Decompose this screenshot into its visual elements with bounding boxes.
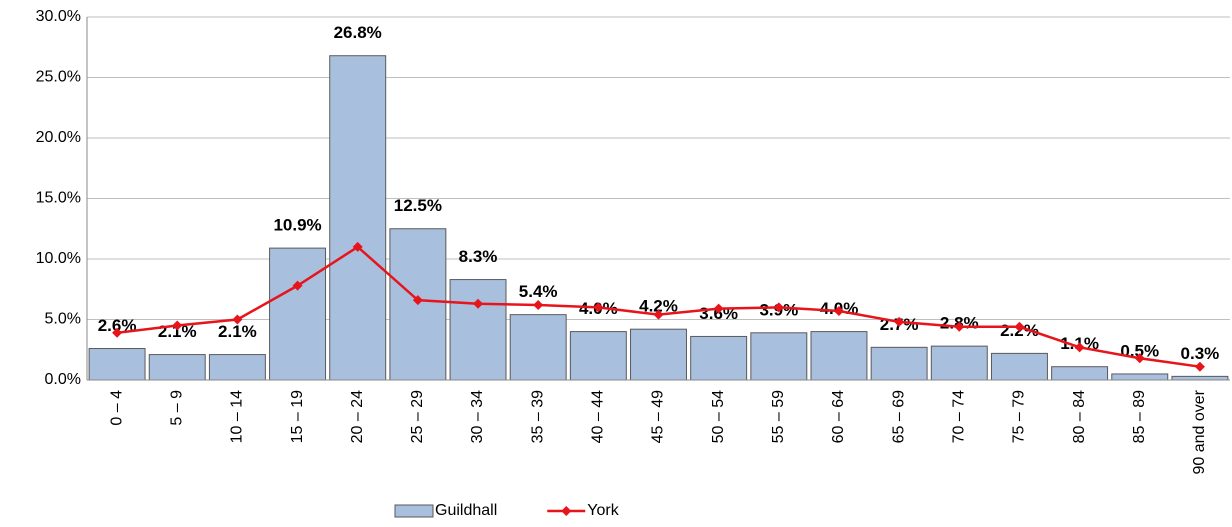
x-tick-label: 30 – 34 bbox=[469, 390, 486, 443]
bar bbox=[88, 348, 146, 381]
x-tick-label: 45 – 49 bbox=[650, 390, 667, 443]
marker bbox=[954, 321, 965, 332]
marker bbox=[1134, 353, 1145, 364]
y-tick-label: 30.0% bbox=[36, 8, 81, 25]
x-tick-label: 85 – 89 bbox=[1131, 390, 1148, 443]
data-label: 2.6% bbox=[98, 316, 137, 335]
x-tick-label: 35 – 39 bbox=[529, 390, 546, 443]
bar bbox=[990, 352, 1048, 381]
x-tick-label: 80 – 84 bbox=[1071, 390, 1088, 443]
x-tick-label: 55 – 59 bbox=[770, 390, 787, 443]
bar bbox=[148, 354, 206, 381]
x-tick-label: 40 – 44 bbox=[590, 390, 607, 443]
bar bbox=[1111, 373, 1169, 381]
bar bbox=[870, 346, 928, 381]
y-tick-label: 15.0% bbox=[36, 190, 81, 207]
legend-marker bbox=[561, 506, 572, 516]
bar bbox=[750, 332, 808, 381]
x-tick-label: 20 – 24 bbox=[349, 390, 366, 443]
bar bbox=[810, 331, 868, 381]
bar bbox=[329, 55, 387, 381]
marker bbox=[833, 306, 844, 317]
x-tick-label: 75 – 79 bbox=[1011, 390, 1028, 443]
bar bbox=[569, 331, 627, 381]
legend-swatch bbox=[394, 504, 434, 518]
marker bbox=[1194, 361, 1205, 372]
data-label: 8.3% bbox=[459, 247, 498, 266]
data-label: 10.9% bbox=[273, 216, 321, 235]
x-tick-label: 10 – 14 bbox=[229, 390, 246, 443]
x-tick-label: 60 – 64 bbox=[830, 390, 847, 443]
marker bbox=[473, 298, 484, 309]
bar bbox=[269, 247, 327, 381]
x-tick-label: 50 – 54 bbox=[710, 390, 727, 443]
data-label: 4.2% bbox=[639, 297, 678, 316]
data-label: 2.1% bbox=[218, 322, 257, 341]
marker bbox=[593, 302, 604, 313]
y-tick-label: 0.0% bbox=[45, 371, 81, 388]
x-tick-label: 15 – 19 bbox=[289, 390, 306, 443]
x-tick-label: 90 and over bbox=[1191, 389, 1208, 474]
data-label: 0.3% bbox=[1181, 344, 1220, 363]
x-tick-label: 0 – 4 bbox=[108, 390, 125, 426]
bar bbox=[208, 354, 266, 381]
bar bbox=[690, 335, 748, 381]
marker bbox=[232, 314, 243, 325]
marker bbox=[412, 295, 423, 306]
legend-label: York bbox=[587, 502, 619, 519]
y-tick-label: 10.0% bbox=[36, 250, 81, 267]
marker bbox=[533, 299, 544, 310]
marker bbox=[1014, 321, 1025, 332]
bar bbox=[1171, 375, 1229, 381]
marker bbox=[292, 280, 303, 291]
bar bbox=[1051, 366, 1109, 381]
y-tick-label: 5.0% bbox=[45, 311, 81, 328]
marker bbox=[653, 309, 664, 320]
data-label: 12.5% bbox=[394, 196, 442, 215]
marker bbox=[713, 303, 724, 314]
y-tick-label: 25.0% bbox=[36, 69, 81, 86]
x-tick-label: 25 – 29 bbox=[409, 390, 426, 443]
x-tick-label: 70 – 74 bbox=[951, 390, 968, 443]
marker bbox=[172, 320, 183, 331]
y-tick-label: 20.0% bbox=[36, 129, 81, 146]
bar bbox=[509, 314, 567, 381]
bar bbox=[449, 279, 507, 381]
legend-label: Guildhall bbox=[435, 502, 497, 519]
marker bbox=[773, 302, 784, 313]
marker bbox=[1074, 342, 1085, 353]
bar bbox=[930, 345, 988, 381]
x-tick-label: 5 – 9 bbox=[168, 390, 185, 426]
bar bbox=[630, 328, 687, 381]
marker bbox=[894, 316, 905, 327]
data-label: 26.8% bbox=[334, 23, 382, 42]
x-tick-label: 65 – 69 bbox=[890, 390, 907, 443]
marker bbox=[112, 327, 123, 338]
marker bbox=[352, 241, 363, 252]
data-label: 5.4% bbox=[519, 282, 558, 301]
